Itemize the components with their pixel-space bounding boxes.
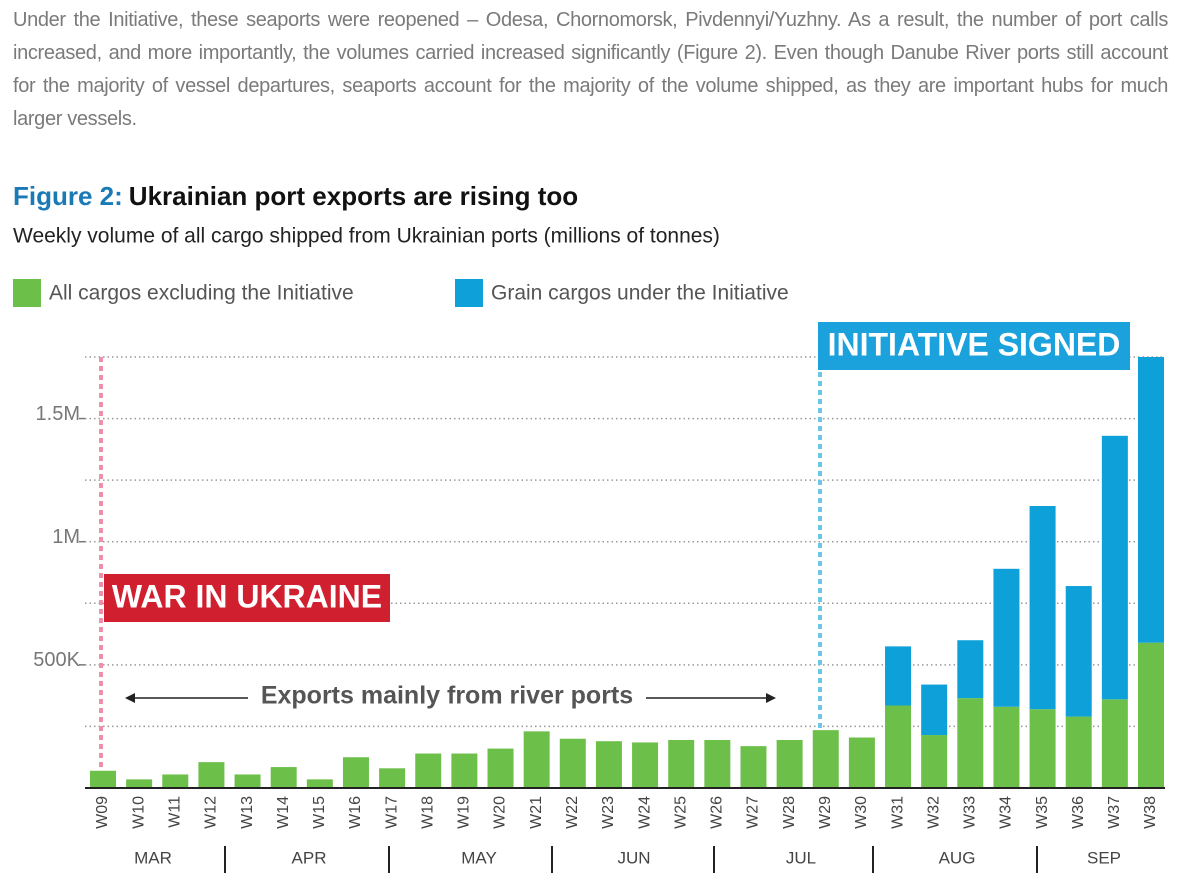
legend-swatch [13, 279, 41, 307]
month-label: JUN [617, 848, 650, 867]
legend-swatch [455, 279, 483, 307]
bar-segment [306, 779, 333, 788]
x-tick-label: W34 [998, 796, 1015, 829]
y-tick-label: 1M [52, 526, 80, 548]
bar-segment [1065, 586, 1092, 717]
bar-segment [1101, 699, 1128, 788]
bar-segment [379, 768, 406, 788]
x-tick-label: W37 [1106, 796, 1123, 829]
bar-segment [704, 739, 731, 788]
bar-segment [234, 774, 261, 788]
bar-segment [523, 731, 550, 788]
month-label: JUL [786, 848, 816, 867]
month-label: SEP [1087, 848, 1121, 867]
bar-segment [668, 739, 695, 788]
bar-segment [921, 735, 948, 788]
bar-segment [1138, 357, 1164, 643]
war-label-box [104, 574, 390, 622]
x-tick-label: W36 [1070, 796, 1087, 829]
initiative-label: INITIATIVE SIGNED [828, 326, 1121, 362]
paragraph: Under the Initiative, these seaports wer… [13, 9, 1168, 130]
legend-label: Grain cargos under the Initiative [491, 282, 789, 305]
bar-segment [1065, 716, 1092, 788]
bar-segment [162, 774, 189, 788]
bar-segment [415, 753, 442, 788]
legend-label: All cargos excluding the Initiative [49, 282, 354, 305]
bar-segment [993, 568, 1020, 707]
bar-segment [993, 706, 1020, 788]
x-tick-label: W28 [781, 796, 798, 829]
bar-segment [885, 646, 912, 706]
chart-subtitle: Weekly volume of all cargo shipped from … [13, 225, 720, 248]
bar-segment [559, 738, 586, 788]
bar-segment [957, 640, 984, 699]
bar-segment [90, 770, 116, 788]
x-tick-label: W16 [347, 796, 364, 829]
x-tick-label: W14 [275, 796, 292, 829]
x-tick-label: W13 [239, 796, 256, 829]
x-tick-label: W18 [419, 796, 436, 829]
bar-segment [342, 757, 369, 788]
bar-segment [451, 753, 478, 788]
bar-segment [740, 746, 767, 788]
x-tick-label: W23 [600, 796, 617, 829]
x-tick-label: W27 [745, 796, 762, 829]
bar-segment [487, 748, 514, 788]
month-label: APR [292, 848, 327, 867]
month-label: AUG [939, 848, 976, 867]
x-tick-label: W11 [166, 796, 183, 828]
x-tick-label: W20 [492, 796, 509, 829]
bar-segment [776, 739, 803, 788]
bar-segment [1101, 435, 1128, 700]
bar-segment [632, 742, 659, 788]
x-tick-label: W15 [311, 796, 328, 829]
bar-segment [198, 762, 225, 788]
x-tick-label: W35 [1034, 796, 1051, 829]
x-tick-label: W17 [383, 796, 400, 829]
war-label: WAR IN UKRAINE [112, 578, 382, 614]
x-tick-label: W30 [853, 796, 870, 829]
month-label: MAR [134, 848, 172, 867]
y-tick-label: 1.5M [36, 403, 80, 425]
x-tick-label: W22 [564, 796, 581, 829]
initiative-label-box [818, 322, 1130, 370]
bar-segment [270, 767, 297, 788]
x-tick-label: W26 [709, 796, 726, 829]
bar-segment [1029, 506, 1056, 710]
y-tick-label: 500K [33, 649, 80, 671]
bar-segment [595, 741, 622, 788]
bar-segment [1029, 709, 1056, 788]
bar-segment [957, 698, 984, 788]
x-tick-label: W32 [925, 796, 942, 829]
x-tick-label: W12 [203, 796, 220, 829]
title-text: Ukrainian port exports are rising too [129, 181, 578, 211]
title-prefix: Figure 2: [13, 181, 123, 211]
chart-title: Figure 2: Ukrainian port exports are risi… [13, 181, 578, 211]
x-tick-label: W33 [962, 796, 979, 829]
x-tick-label: W31 [889, 796, 906, 829]
arrowhead-left [125, 693, 135, 703]
x-tick-label: W10 [130, 796, 147, 829]
bar-segment [126, 779, 153, 788]
x-tick-label: W24 [636, 796, 653, 829]
month-label: MAY [461, 848, 497, 867]
bar-segment [921, 684, 948, 736]
river-ports-note: Exports mainly from river ports [261, 682, 633, 710]
x-tick-label: W38 [1142, 796, 1159, 829]
x-tick-label: W09 [94, 796, 111, 829]
x-tick-label: W21 [528, 796, 545, 829]
bar-segment [885, 705, 912, 788]
bar-segment [1138, 642, 1164, 788]
bar-segment [848, 737, 875, 788]
x-tick-label: W25 [672, 796, 689, 829]
arrowhead-right [766, 693, 776, 703]
bar-segment [812, 730, 839, 788]
x-tick-label: W19 [456, 796, 473, 829]
x-tick-label: W29 [817, 796, 834, 829]
